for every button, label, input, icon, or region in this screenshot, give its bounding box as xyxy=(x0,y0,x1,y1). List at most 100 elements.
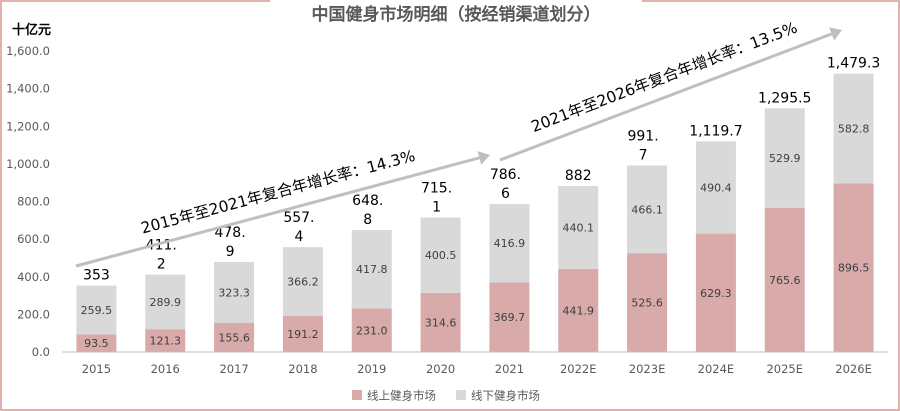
x-tick-label: 2018 xyxy=(288,362,317,376)
bar-total-label: 6 xyxy=(501,186,510,202)
y-tick-label: 1,200.0 xyxy=(6,119,50,133)
bar-online xyxy=(764,207,805,352)
y-tick-label: 1,400.0 xyxy=(6,82,50,96)
x-tick-label: 2019 xyxy=(357,362,386,376)
bar-total-label: 715. xyxy=(421,180,452,196)
x-tick-label: 2016 xyxy=(151,362,180,376)
cagr-arrow-head xyxy=(829,27,842,41)
y-tick-label: 1,600.0 xyxy=(6,44,50,58)
bar-online xyxy=(558,268,599,352)
bar-value-label: 93.5 xyxy=(84,337,109,350)
bar-value-label: 366.2 xyxy=(287,276,319,289)
bar-total-label: 882 xyxy=(565,168,592,184)
bar-offline xyxy=(76,285,117,335)
y-tick-label: 200.0 xyxy=(17,307,50,321)
cagr-arrow-line xyxy=(499,32,833,162)
bar-total-label: 478. xyxy=(214,225,245,241)
bar-total-label: 7 xyxy=(639,147,648,163)
cagr-arrow-head xyxy=(477,151,490,165)
bar-total-label: 991. xyxy=(627,128,658,144)
legend: 线上健身市场 线下健身市场 xyxy=(352,389,540,403)
bar-value-label: 490.4 xyxy=(700,181,732,194)
bar-value-label: 629.3 xyxy=(700,287,732,300)
bar-value-label: 121.3 xyxy=(150,335,182,348)
bar-offline xyxy=(764,108,805,208)
bar-online xyxy=(351,308,392,352)
legend-label: 线上健身市场 xyxy=(367,389,436,403)
bar-offline xyxy=(695,141,736,234)
cagr-arrow-line xyxy=(75,156,480,268)
title-backdrop xyxy=(270,0,642,30)
bar-total-label: 557. xyxy=(283,210,314,226)
bar-online xyxy=(145,329,186,352)
bar-offline xyxy=(420,217,461,293)
bar-total-label: 1,479.3 xyxy=(827,56,880,72)
bar-value-label: 466.1 xyxy=(631,203,663,216)
bar-value-label: 765.6 xyxy=(769,274,801,287)
x-tick-label: 2020 xyxy=(426,362,455,376)
y-tick-label: 1,000.0 xyxy=(6,157,50,171)
bar-value-label: 259.5 xyxy=(81,304,113,317)
bar-value-label: 529.9 xyxy=(769,152,801,165)
y-tick-label: 400.0 xyxy=(17,270,50,284)
y-tick-label: 800.0 xyxy=(17,195,50,209)
x-tick-label: 2015 xyxy=(82,362,111,376)
bar-online xyxy=(695,233,736,352)
bar-offline xyxy=(558,186,599,269)
bar-total-label: 1 xyxy=(432,199,441,215)
bar-offline xyxy=(627,165,668,254)
cagr-annotation-text: 2021年至2026年复合年增长率：13.5% xyxy=(529,19,800,136)
bar-total-label: 9 xyxy=(226,244,235,260)
legend-swatch xyxy=(456,390,466,400)
bar-value-label: 369.7 xyxy=(494,311,526,324)
bar-total-label: 353 xyxy=(83,268,110,284)
bar-online xyxy=(627,253,668,352)
chart-title: 中国健身市场明细（按经销渠道划分） xyxy=(312,4,601,25)
bar-value-label: 231.0 xyxy=(356,324,388,337)
legend-swatch xyxy=(352,390,362,400)
bar-total-label: 4 xyxy=(294,229,303,245)
x-tick-label: 2024E xyxy=(698,362,735,376)
bar-value-label: 400.5 xyxy=(425,249,457,262)
bar-total-label: 1,119.7 xyxy=(689,123,742,139)
bar-total-label: 648. xyxy=(352,193,383,209)
x-tick-label: 2026E xyxy=(835,362,872,376)
bar-offline xyxy=(282,247,323,317)
bar-value-label: 314.6 xyxy=(425,316,457,329)
bar-value-label: 582.8 xyxy=(838,123,870,136)
bar-value-label: 191.2 xyxy=(287,328,319,341)
title-group: 中国健身市场明细（按经销渠道划分） xyxy=(270,0,642,30)
bar-online xyxy=(833,183,874,352)
bar-online xyxy=(76,334,117,352)
bar-online xyxy=(489,282,530,352)
bar-value-label: 155.6 xyxy=(218,331,250,344)
bar-total-label: 8 xyxy=(363,212,372,228)
bar-offline xyxy=(351,229,392,309)
bar-value-label: 896.5 xyxy=(838,262,870,275)
bar-total-label: 786. xyxy=(490,167,521,183)
y-tick-label: 0.0 xyxy=(32,345,50,359)
x-tick-label: 2017 xyxy=(219,362,248,376)
bar-value-label: 525.6 xyxy=(631,297,663,310)
y-tick-label: 600.0 xyxy=(17,232,50,246)
y-axis-unit-label: 十亿元 xyxy=(12,22,51,38)
x-tick-label: 2022E xyxy=(560,362,597,376)
x-tick-label: 2021 xyxy=(495,362,524,376)
x-axis: 2015 2016 2017 2018 2019 2020 2021 2022E 2023E 20… xyxy=(62,351,888,376)
bar-online xyxy=(282,316,323,352)
bar-value-label: 440.1 xyxy=(563,221,595,234)
bar-offline xyxy=(145,274,186,330)
bar-total-label: 2 xyxy=(157,257,166,273)
bar-online xyxy=(420,292,461,352)
bar-online xyxy=(214,322,255,352)
y-axis: 0.0 200.0 400.0 600.0 800.0 1,000.0 1,200.0 1,4… xyxy=(6,44,50,359)
bar-offline xyxy=(214,261,255,323)
bar-value-label: 289.9 xyxy=(150,296,182,309)
bar-value-label: 441.9 xyxy=(563,304,595,317)
bar-value-label: 417.8 xyxy=(356,263,388,276)
bar-value-label: 323.3 xyxy=(218,286,250,299)
x-tick-label: 2025E xyxy=(766,362,803,376)
x-tick-label: 2023E xyxy=(629,362,666,376)
